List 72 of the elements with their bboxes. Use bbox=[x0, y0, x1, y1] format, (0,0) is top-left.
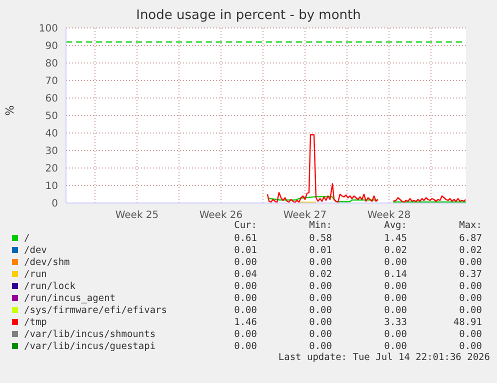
text: 0.00 bbox=[383, 340, 407, 352]
text: 0.58 bbox=[308, 232, 332, 244]
text: Max: bbox=[458, 220, 482, 232]
text: 0.00 bbox=[383, 292, 407, 304]
text: 0.00 bbox=[308, 280, 332, 292]
legend-label: / bbox=[24, 232, 30, 244]
legend-label: /dev/shm bbox=[24, 256, 70, 268]
legend-label: /dev bbox=[24, 244, 47, 256]
y-tick-label: 50 bbox=[45, 111, 58, 122]
text: 0.00 bbox=[308, 340, 332, 352]
legend-label: /sys/firmware/efi/efivars bbox=[24, 304, 167, 316]
text: 6.87 bbox=[458, 232, 482, 244]
text: Avg: bbox=[383, 220, 407, 232]
text: 48.91 bbox=[452, 316, 482, 328]
y-tick-label: 70 bbox=[45, 76, 58, 88]
legend-label: /run/incus_agent bbox=[24, 292, 116, 304]
text: Cur: bbox=[233, 220, 257, 232]
text: 0.00 bbox=[383, 328, 407, 340]
text: 0.00 bbox=[458, 340, 482, 352]
x-tick-label: Week 28 bbox=[367, 210, 411, 222]
text: 0.14 bbox=[383, 268, 407, 280]
y-tick-label: 30 bbox=[45, 146, 58, 158]
text: 0.00 bbox=[383, 304, 407, 316]
text: 0.00 bbox=[458, 292, 482, 304]
text: 0.00 bbox=[308, 292, 332, 304]
text: 0.00 bbox=[308, 316, 332, 328]
text: 1.46 bbox=[233, 316, 257, 328]
text: 0.01 bbox=[308, 244, 332, 256]
text: Last update: Tue Jul 14 22:01:36 2026 bbox=[277, 352, 490, 364]
text: 0.04 bbox=[233, 268, 257, 280]
y-tick-label: 10 bbox=[45, 181, 58, 192]
text: 0.02 bbox=[383, 244, 407, 256]
text: 1.45 bbox=[383, 232, 407, 244]
y-tick-label: 100 bbox=[38, 24, 58, 35]
chart-title: Inode usage in percent - by month bbox=[135, 8, 362, 23]
y-tick-label: 20 bbox=[45, 164, 58, 175]
text: 0.37 bbox=[458, 268, 482, 280]
text: 0.01 bbox=[233, 244, 257, 256]
text: 0.00 bbox=[233, 256, 257, 268]
text: 0.00 bbox=[458, 280, 482, 292]
y-tick-label: 40 bbox=[45, 128, 58, 140]
text: 0.00 bbox=[308, 304, 332, 316]
text: Min: bbox=[308, 220, 332, 232]
text: 0.02 bbox=[458, 244, 482, 256]
y-tick-label: 80 bbox=[45, 58, 58, 70]
x-tick-label: Week 25 bbox=[115, 210, 159, 222]
text: 0.00 bbox=[458, 328, 482, 340]
legend-label: /var/lib/incus/shmounts bbox=[24, 328, 156, 340]
y-axis-title: % bbox=[4, 104, 16, 118]
legend-label: /run/lock bbox=[24, 280, 76, 292]
text: 0.02 bbox=[308, 268, 332, 280]
text: 0.00 bbox=[383, 256, 407, 268]
text: 0.61 bbox=[233, 232, 257, 244]
y-tick-label: 90 bbox=[45, 41, 58, 52]
legend-label: /tmp bbox=[24, 316, 47, 328]
text: 0.00 bbox=[233, 304, 257, 316]
text: 3.33 bbox=[383, 316, 407, 328]
text: 0.00 bbox=[458, 256, 482, 268]
text: 0.00 bbox=[233, 328, 257, 340]
text: 0.00 bbox=[308, 256, 332, 268]
text: 0.00 bbox=[233, 292, 257, 304]
text: 0.00 bbox=[233, 340, 257, 352]
text: 0.00 bbox=[308, 328, 332, 340]
text: 0.00 bbox=[233, 280, 257, 292]
text: 0.00 bbox=[383, 280, 407, 292]
legend-label: /var/lib/incus/guestapi bbox=[24, 340, 156, 352]
legend-label: /run bbox=[24, 268, 47, 280]
text: 0.00 bbox=[458, 304, 482, 316]
x-tick-label: Week 27 bbox=[283, 210, 327, 222]
x-tick-label: Week 26 bbox=[199, 210, 243, 222]
y-tick-label: 60 bbox=[45, 94, 58, 105]
y-tick-label: 0 bbox=[52, 198, 58, 210]
